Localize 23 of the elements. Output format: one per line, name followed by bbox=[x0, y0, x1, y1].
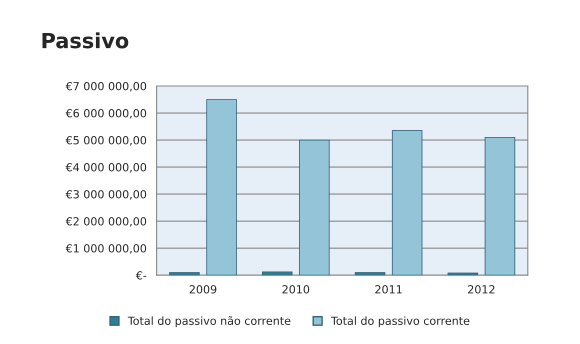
y-tick-label: €5 000 000,00 bbox=[66, 136, 146, 146]
y-tick-label: €4 000 000,00 bbox=[66, 163, 146, 173]
y-tick-label: €3 000 000,00 bbox=[66, 190, 146, 200]
y-tick-label: €1 000 000,00 bbox=[66, 244, 146, 254]
bar bbox=[448, 272, 478, 276]
legend-label: Total do passivo corrente bbox=[330, 316, 470, 328]
bar bbox=[206, 99, 237, 276]
x-tick-label: 2012 bbox=[468, 285, 494, 294]
bar bbox=[169, 272, 200, 276]
y-tick-label: €6 000 000,00 bbox=[66, 109, 146, 119]
bar bbox=[392, 130, 422, 276]
x-tick-label: 2009 bbox=[190, 285, 216, 294]
chart-title: Passivo bbox=[42, 32, 128, 48]
legend-label: Total do passivo não corrente bbox=[128, 316, 290, 328]
bar bbox=[299, 140, 330, 276]
bar bbox=[484, 136, 516, 276]
x-tick-label: 2011 bbox=[375, 285, 402, 294]
y-tick-label: €7 000 000,00 bbox=[66, 82, 146, 92]
bar bbox=[262, 272, 293, 276]
bar bbox=[354, 272, 386, 276]
y-tick-label: €2 000 000,00 bbox=[66, 217, 146, 227]
x-tick-label: 2010 bbox=[282, 285, 310, 294]
y-tick-label: €- bbox=[136, 271, 146, 280]
